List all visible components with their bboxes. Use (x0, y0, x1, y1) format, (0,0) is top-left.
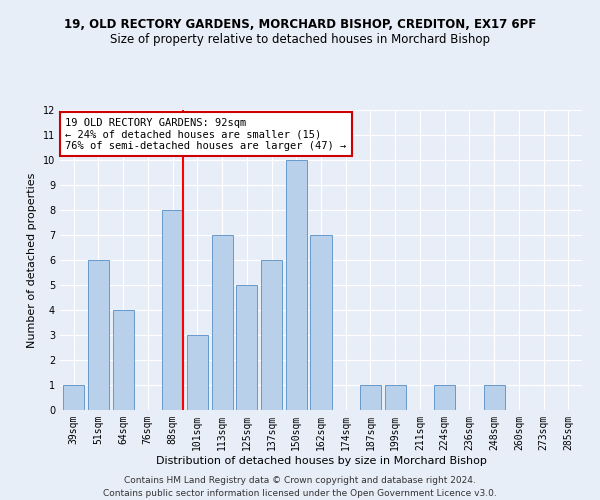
X-axis label: Distribution of detached houses by size in Morchard Bishop: Distribution of detached houses by size … (155, 456, 487, 466)
Bar (360, 385, 381, 410)
Text: Size of property relative to detached houses in Morchard Bishop: Size of property relative to detached ho… (110, 32, 490, 46)
Bar (261, 260, 282, 410)
Y-axis label: Number of detached properties: Number of detached properties (27, 172, 37, 348)
Bar (236, 285, 257, 410)
Text: 19 OLD RECTORY GARDENS: 92sqm
← 24% of detached houses are smaller (15)
76% of s: 19 OLD RECTORY GARDENS: 92sqm ← 24% of d… (65, 118, 346, 150)
Text: Contains HM Land Registry data © Crown copyright and database right 2024.
Contai: Contains HM Land Registry data © Crown c… (103, 476, 497, 498)
Bar (162, 210, 183, 410)
Bar (385, 385, 406, 410)
Bar (212, 235, 233, 410)
Bar (113, 310, 134, 410)
Bar (88, 260, 109, 410)
Bar (286, 160, 307, 410)
Bar (63, 385, 84, 410)
Bar (187, 335, 208, 410)
Bar (434, 385, 455, 410)
Text: 19, OLD RECTORY GARDENS, MORCHARD BISHOP, CREDITON, EX17 6PF: 19, OLD RECTORY GARDENS, MORCHARD BISHOP… (64, 18, 536, 30)
Bar (484, 385, 505, 410)
Bar (310, 235, 332, 410)
